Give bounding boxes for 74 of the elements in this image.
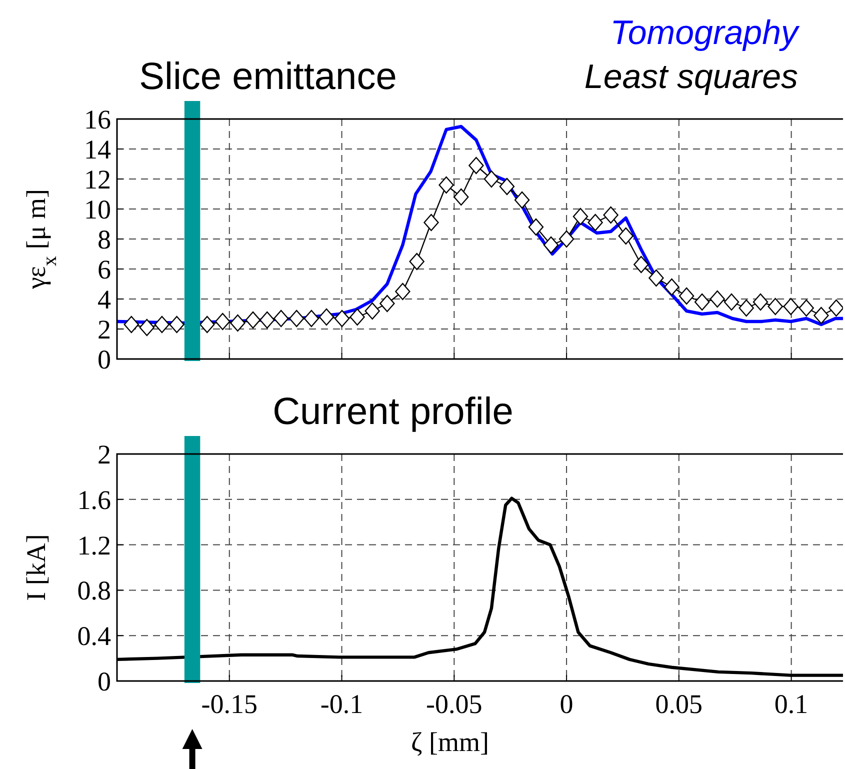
point [828, 299, 843, 317]
y-tick-label: 0 [98, 344, 111, 374]
point [664, 278, 680, 296]
point [768, 298, 783, 316]
x-axis-title: ζ [mm] [411, 727, 489, 757]
x-tick-label: -0.05 [426, 689, 482, 719]
point [424, 214, 439, 232]
chart-title: Current profile [272, 391, 514, 433]
point [124, 316, 139, 334]
point [200, 316, 215, 334]
point [572, 208, 588, 226]
point [484, 170, 500, 188]
y-tick-label: 0 [98, 666, 111, 696]
point [528, 218, 544, 236]
point [618, 227, 634, 245]
point [543, 236, 559, 254]
point [318, 308, 334, 326]
point [499, 178, 515, 196]
point [409, 252, 424, 270]
point [350, 308, 365, 326]
point [395, 282, 410, 300]
x-tick-label: 0.1 [774, 689, 808, 719]
point [634, 256, 649, 274]
y-tick-label: 2 [98, 439, 111, 470]
x-tick-label: 0.05 [655, 689, 703, 719]
point [814, 306, 829, 324]
point [724, 293, 740, 311]
y-tick-label: 8 [98, 224, 111, 254]
point [169, 316, 184, 334]
point [334, 310, 350, 328]
y-tick-label: 10 [84, 194, 111, 224]
point [588, 214, 603, 232]
chart-title: Slice emittance [139, 56, 397, 98]
point [678, 287, 694, 305]
point [139, 318, 154, 336]
y-tick-label: 4 [98, 284, 112, 314]
y-tick-label: 1.6 [77, 484, 111, 515]
point [364, 302, 380, 320]
point [738, 299, 754, 317]
x-tick-label: -0.15 [201, 689, 258, 719]
point [603, 206, 618, 224]
y-tick-label: 0.8 [77, 576, 111, 606]
point [215, 312, 230, 330]
point [694, 293, 710, 311]
point [273, 310, 289, 328]
point [783, 298, 798, 316]
x-tick-label: 0 [560, 689, 574, 719]
x-tick-label: -0.1 [320, 689, 364, 719]
y-axis-title: I [kA] [21, 534, 51, 601]
point [558, 230, 574, 248]
y-tick-label: 1.2 [77, 530, 111, 560]
y-tick-label: 16 [84, 104, 111, 134]
text: Tomography [610, 14, 800, 52]
point [230, 314, 246, 332]
y-tick-label: 14 [84, 134, 112, 164]
y-tick-label: 2 [98, 314, 111, 344]
point [438, 176, 454, 194]
point [710, 290, 725, 308]
point [245, 311, 261, 329]
y-tick-label: 6 [98, 254, 111, 284]
point [288, 310, 304, 328]
point [752, 293, 768, 311]
point [380, 294, 395, 312]
text: Least squares [584, 58, 798, 96]
point [648, 269, 664, 287]
point [514, 191, 530, 209]
y-tick-label: 0.4 [77, 621, 112, 652]
point [260, 311, 275, 329]
point [468, 156, 484, 174]
point [154, 316, 170, 334]
point [798, 299, 814, 317]
point [454, 188, 469, 206]
point [304, 310, 320, 328]
y-tick-label: 12 [84, 164, 111, 194]
